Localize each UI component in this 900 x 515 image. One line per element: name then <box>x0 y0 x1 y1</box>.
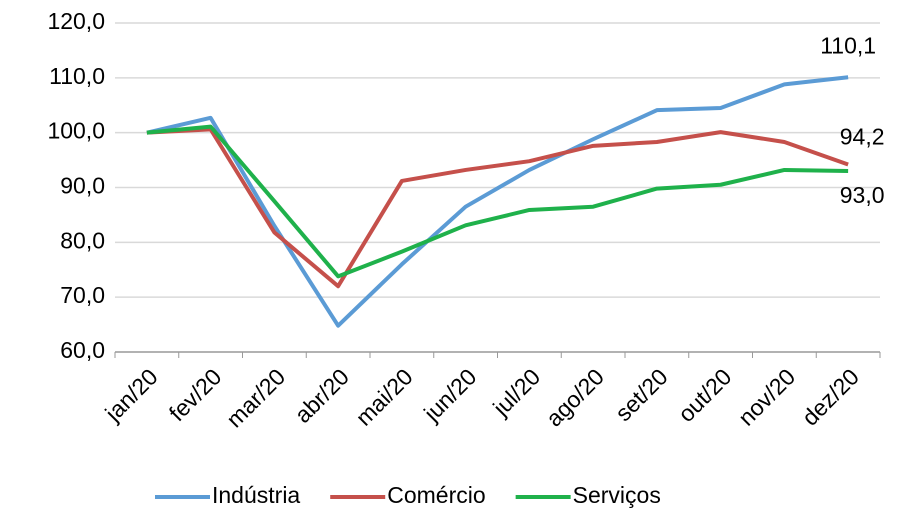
x-tick-label: fev/20 <box>164 363 227 426</box>
series-line <box>146 75 849 328</box>
x-tick-label: ago/20 <box>541 363 609 431</box>
x-tick-label: mar/20 <box>221 363 290 432</box>
data-label: 110,1 <box>820 32 876 58</box>
y-tick-label: 100,0 <box>47 118 105 144</box>
x-tick-label: jul/20 <box>487 363 545 421</box>
data-label: 94,2 <box>840 124 885 150</box>
y-tick-label: 80,0 <box>60 227 105 253</box>
y-tick-label: 90,0 <box>60 173 105 199</box>
y-tick-label: 110,0 <box>49 63 105 89</box>
x-tick-label: jun/20 <box>418 363 481 426</box>
y-tick-label: 60,0 <box>60 337 105 363</box>
x-tick-label: out/20 <box>673 363 737 427</box>
legend-label: Serviços <box>573 482 661 508</box>
legend-label: Comércio <box>387 482 485 508</box>
series-line <box>146 127 849 289</box>
x-tick-label: nov/20 <box>733 363 800 430</box>
x-tick-label: set/20 <box>610 363 673 426</box>
x-tick-label: jan/20 <box>99 363 162 426</box>
legend-label: Indústria <box>212 482 300 508</box>
y-tick-label: 70,0 <box>60 282 105 308</box>
series-line <box>146 124 849 279</box>
x-tick-label: abr/20 <box>289 363 354 428</box>
x-tick-label: dez/20 <box>797 363 864 430</box>
y-tick-label: 120,0 <box>47 8 105 34</box>
x-tick-label: mai/20 <box>351 363 418 430</box>
data-label: 93,0 <box>840 182 885 208</box>
